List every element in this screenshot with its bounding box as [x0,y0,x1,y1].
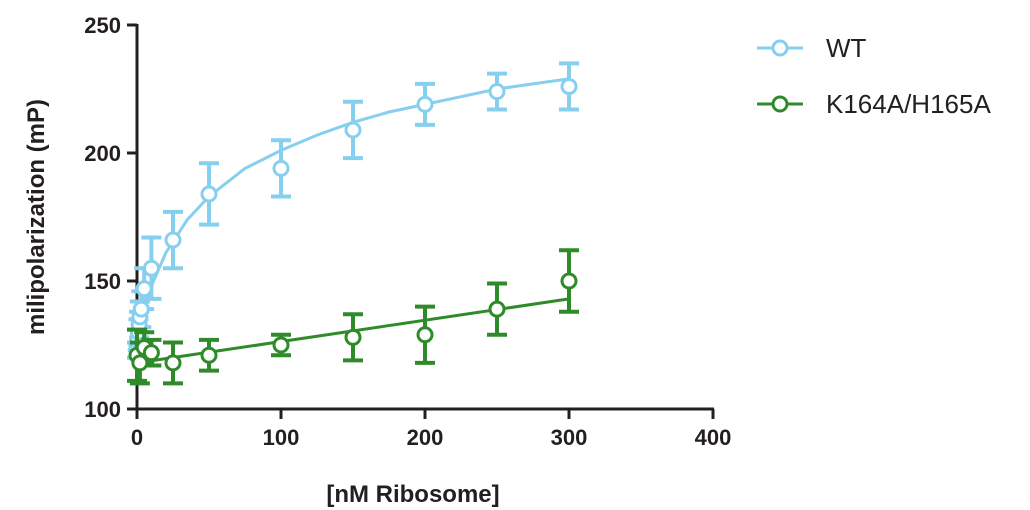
data-point [200,346,218,364]
x-tick-label: 300 [551,425,588,450]
legend-marker-k164a-h165a [771,95,789,113]
ticks: 0 100 200 300 400 100 150 200 250 [84,13,731,450]
series-k164a-h165a [127,248,579,386]
data-point [560,77,578,95]
data-point [200,185,218,203]
x-axis-title: [nM Ribosome] [326,481,499,508]
y-tick-label: 200 [84,141,121,166]
x-tick-label: 200 [407,425,444,450]
legend-marker-wt [771,39,789,57]
legend-item-k164a-h165a: K164A/H165A [757,89,991,119]
data-point [164,354,182,372]
data-point [131,354,149,372]
data-point [272,159,290,177]
legend: WT K164A/H165A [757,33,991,119]
data-point [416,95,434,113]
data-point [488,300,506,318]
plot-area [127,61,579,386]
legend-label-wt: WT [826,33,867,63]
data-point [272,336,290,354]
y-tick-label: 100 [84,397,121,422]
data-point [344,328,362,346]
data-point [560,272,578,290]
x-tick-label: 0 [131,425,143,450]
data-point [488,83,506,101]
y-axis-title: milipolarization (mP) [23,99,50,335]
data-point [135,280,153,298]
data-point [164,231,182,249]
x-tick-label: 400 [695,425,732,450]
data-point [132,300,150,318]
x-tick-label: 100 [263,425,300,450]
data-point [344,121,362,139]
data-point [142,259,160,277]
legend-label-k164a-h165a: K164A/H165A [826,89,991,119]
legend-item-wt: WT [757,33,867,63]
y-tick-label: 250 [84,13,121,38]
data-point [416,326,434,344]
data-point [142,344,160,362]
y-tick-label: 150 [84,269,121,294]
